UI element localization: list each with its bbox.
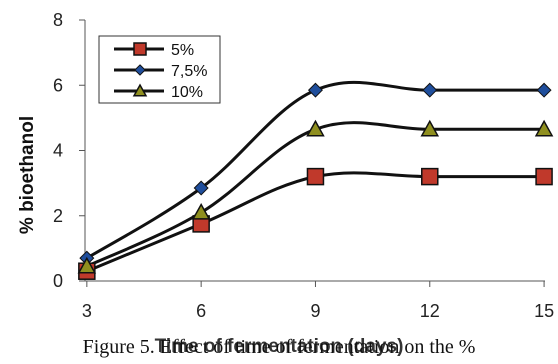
series-line	[86, 171, 545, 273]
legend-swatch-marker	[134, 64, 146, 76]
y-tick-label: 6	[53, 75, 63, 95]
legend-swatch-marker	[132, 83, 148, 97]
y-tick-label: 2	[53, 206, 63, 226]
data-point	[535, 167, 553, 186]
legend-label: 5%	[171, 42, 194, 59]
y-tick-label: 4	[53, 141, 63, 161]
y-tick-label: 8	[53, 10, 63, 30]
figure-caption-overlay: Time of fermentation (days)	[154, 336, 404, 357]
x-tick-label: 3	[82, 301, 92, 321]
data-point	[306, 119, 325, 137]
data-point	[422, 82, 438, 98]
data-point	[306, 167, 325, 186]
legend-label: 7,5%	[171, 63, 207, 80]
x-tick-label: 6	[196, 301, 206, 321]
legend-swatch-marker	[133, 42, 147, 56]
chart: % bioethanol 0 2 4 6 8 3 6 9 12 15 5% 7,5% 10%	[17, 10, 554, 321]
data-point	[536, 82, 552, 98]
figure-caption: Figure 5. Effect of time of fermentation…	[82, 336, 476, 358]
data-point	[191, 202, 211, 220]
data-point	[534, 119, 554, 137]
data-point	[193, 180, 209, 196]
legend: 5% 7,5% 10%	[98, 35, 221, 104]
series-markers	[77, 82, 554, 280]
y-tick-label: 0	[53, 271, 63, 291]
x-ticks: 3 6 9 12 15	[82, 281, 554, 321]
series-line	[86, 121, 545, 268]
y-axis-label: % bioethanol	[17, 116, 38, 234]
data-point	[421, 167, 439, 186]
x-tick-label: 9	[310, 301, 320, 321]
data-point	[307, 82, 323, 98]
data-point	[77, 256, 97, 274]
legend-label: 10%	[171, 84, 203, 101]
data-point	[420, 119, 440, 137]
y-ticks: 0 2 4 6 8	[53, 10, 85, 291]
x-tick-label: 15	[534, 301, 554, 321]
x-tick-label: 12	[420, 301, 440, 321]
